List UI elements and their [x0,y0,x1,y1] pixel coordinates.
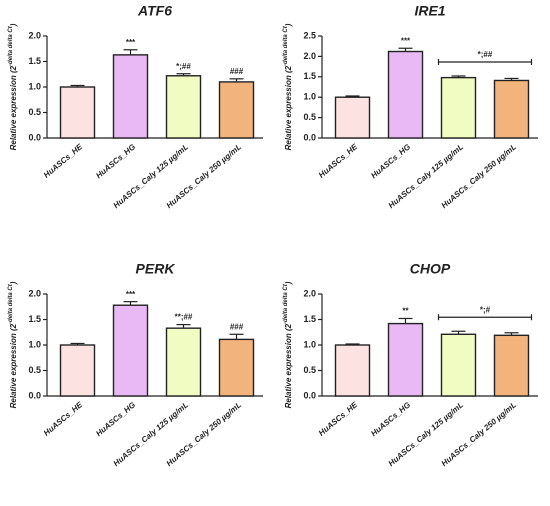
chart-title: PERK [136,261,176,277]
y-axis-label-base: Relative expression (2 [9,323,18,408]
bar [493,334,530,397]
y-axis-label-end: ) [9,281,18,285]
bar [165,327,202,397]
bar [59,86,96,139]
significance-label: ### [230,67,244,76]
bar [387,322,424,397]
significance-label: *;# [480,305,491,314]
panel: PERK Relative expression (2-delta delta C… [8,261,263,468]
x-tick-label: HuASCs_HG [94,142,137,180]
y-tick-label: 1.5 [28,314,41,324]
y-tick-label: 1.5 [303,314,316,324]
y-tick-label: 2.0 [303,51,316,61]
y-axis-label-base: Relative expression (2 [284,65,293,150]
y-tick-label: 1.0 [303,339,316,349]
y-tick-label: 2.0 [28,30,41,40]
x-tick-label: HuASCs_HG [94,400,137,438]
significance-label: ** [402,307,409,316]
y-tick-label: 1.0 [28,339,41,349]
y-tick-label: 1.5 [303,71,316,81]
bar [334,96,371,139]
x-tick-label: HuASCs_HE [42,400,85,438]
y-axis-label-base: Relative expression (2 [9,65,18,150]
y-tick-label: 0.5 [28,365,41,375]
y-axis-label-end: ) [284,23,293,27]
x-tick-label: HuASCs_HE [317,142,360,180]
significance-label: *** [401,36,411,45]
bar [59,344,96,397]
y-tick-label: 1.0 [303,92,316,102]
panel: IRE1 Relative expression (2-delta delta C… [283,3,538,210]
y-axis-label-sup: -delta delta Ct [283,25,289,66]
x-tick-label: HuASCs_HG [369,142,412,180]
y-tick-label: 0.0 [28,132,41,142]
y-tick-label: 0.0 [303,390,316,400]
x-tick-label: HuASCs_HE [42,142,85,180]
y-tick-label: 1.5 [28,56,41,66]
significance-label: *** [126,38,136,47]
y-tick-label: 0.5 [303,112,316,122]
bar [112,54,149,139]
y-axis-label-end: ) [284,281,293,285]
bar [493,79,530,139]
y-axis-label: Relative expression (2-delta delta Ct) [283,23,294,150]
x-tick-label: HuASCs_HE [317,400,360,438]
y-tick-label: 0.0 [28,390,41,400]
y-tick-label: 2.5 [303,30,316,40]
y-tick-label: 0.5 [28,107,41,117]
bar [218,81,255,139]
bar [165,75,202,139]
significance-label: *** [126,290,136,299]
chart-title: ATF6 [137,3,172,19]
y-tick-label: 2.0 [28,288,41,298]
y-tick-label: 1.0 [28,81,41,91]
significance-label: *;## [176,62,191,71]
panel: ATF6 Relative expression (2-delta delta C… [8,3,263,210]
y-axis-label-sup: -delta delta Ct [283,283,289,324]
y-axis-label-end: ) [9,23,18,27]
significance-label: ### [230,322,244,331]
y-tick-label: 0.5 [303,365,316,375]
y-axis-label-base: Relative expression (2 [284,323,293,408]
significance-label: *;## [478,50,493,59]
y-axis-label-sup: -delta delta Ct [8,283,14,324]
panel: CHOP Relative expression (2-delta delta C… [283,261,538,468]
y-axis-label: Relative expression (2-delta delta Ct) [8,23,19,150]
chart-title: CHOP [410,261,451,277]
bar [440,76,477,139]
bar [387,50,424,139]
bar [218,338,255,397]
y-axis-label: Relative expression (2-delta delta Ct) [8,281,19,408]
y-axis-label: Relative expression (2-delta delta Ct) [283,281,294,408]
y-tick-label: 2.0 [303,288,316,298]
y-tick-label: 0.0 [303,132,316,142]
bar [112,304,149,397]
significance-label: **;## [175,313,193,322]
chart-title: IRE1 [414,3,445,19]
x-tick-label: HuASCs_HG [369,400,412,438]
y-axis-label-sup: -delta delta Ct [8,25,14,66]
bar [334,344,371,397]
bar [440,333,477,397]
